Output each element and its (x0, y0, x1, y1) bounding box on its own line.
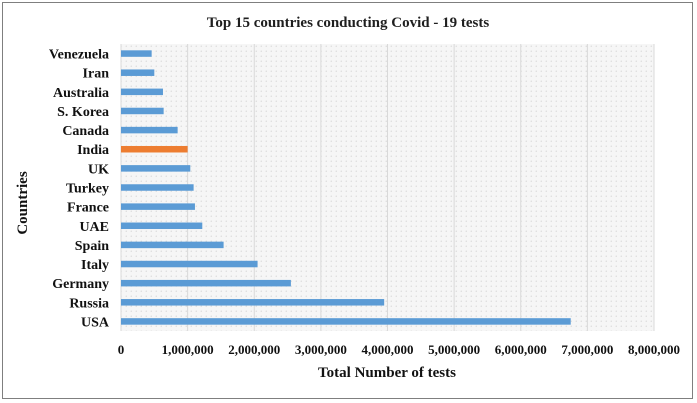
category-label: Venezuela (49, 48, 109, 63)
x-tick-label: 7,000,000 (561, 342, 613, 357)
category-label: USA (81, 315, 110, 330)
category-label: Italy (81, 258, 109, 273)
category-label: Canada (62, 124, 109, 139)
x-axis-title: Total Number of tests (318, 365, 456, 381)
bar-s-korea (121, 107, 164, 115)
y-axis-title: Countries (15, 171, 31, 234)
x-tick-label: 5,000,000 (428, 342, 480, 357)
x-tick-label: 2,000,000 (228, 342, 280, 357)
x-tick-label: 3,000,000 (295, 342, 347, 357)
x-tick-label: 0 (118, 342, 125, 357)
bar-italy (121, 260, 258, 268)
x-tick-label: 1,000,000 (162, 342, 214, 357)
bar-venezuela (121, 50, 152, 57)
category-label: S. Korea (57, 105, 109, 120)
bar-india (121, 145, 188, 153)
category-label: Australia (53, 86, 109, 101)
bar-canada (121, 126, 178, 134)
category-label: Russia (69, 296, 109, 311)
bar-iran (121, 69, 155, 76)
bar-usa (121, 318, 571, 325)
category-label: Spain (75, 239, 109, 254)
bars (121, 50, 571, 325)
bar-france (121, 203, 195, 210)
category-label: France (67, 201, 109, 216)
chart-title: Top 15 countries conducting Covid - 19 t… (207, 15, 490, 31)
bar-australia (121, 88, 163, 96)
x-tick-label: 6,000,000 (495, 342, 547, 357)
bar-turkey (121, 184, 194, 191)
category-label: UK (88, 162, 109, 177)
category-labels: Venezuela Iran Australia S. Korea Canada Indi… (49, 48, 110, 331)
x-tick-label: 8,000,000 (628, 342, 680, 357)
category-label: UAE (79, 220, 109, 235)
bar-russia (121, 299, 385, 306)
bar-uae (121, 222, 203, 230)
category-label: Turkey (66, 182, 109, 197)
category-label: India (77, 143, 109, 158)
x-tick-labels: 0 1,000,000 2,000,000 3,000,000 4,000,000 5,0… (118, 342, 680, 357)
category-label: Iran (83, 67, 110, 82)
bar-spain (121, 241, 224, 249)
x-tick-label: 4,000,000 (362, 342, 414, 357)
bar-uk (121, 165, 191, 172)
bar-germany (121, 279, 291, 287)
category-label: Germany (52, 277, 109, 292)
